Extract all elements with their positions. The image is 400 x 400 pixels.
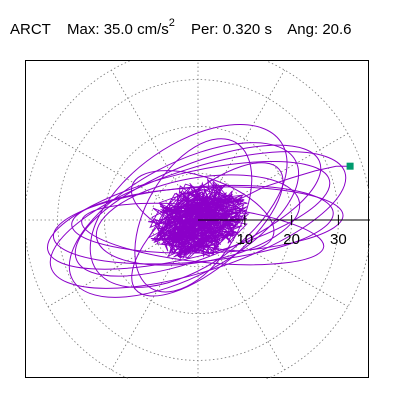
radial-tick-label: 30: [330, 231, 347, 248]
max-unit: cm/s: [137, 21, 169, 38]
orbit-loop: [74, 144, 322, 277]
orbit-trace: [47, 124, 351, 298]
station-code: ARCT: [10, 21, 51, 38]
orbit-loop: [95, 174, 301, 266]
orbit-loop: [130, 170, 275, 252]
radial-tick-label: 10: [236, 231, 253, 248]
orbit-loop: [47, 160, 331, 270]
grid-spoke: [197, 69, 285, 221]
max-unit-exponent: 2: [168, 17, 175, 29]
orbit-loop: [49, 151, 347, 289]
ang-value: 20.6: [322, 21, 352, 38]
radial-axis: 10 20 30: [198, 215, 370, 248]
max-value: 35.0: [103, 21, 133, 38]
end-point-marker: [346, 162, 354, 170]
max-label: Max:: [67, 21, 100, 38]
per-value: 0.320 s: [222, 21, 272, 38]
ang-label: Ang:: [287, 21, 319, 38]
orbit-loop: [89, 124, 288, 288]
orbit-tail: [195, 165, 351, 219]
radial-tick-label: 20: [283, 231, 300, 248]
orbit-core-scribble: [147, 177, 250, 260]
plot-frame: 10 20 30: [25, 60, 370, 379]
polar-orbit-chart: 10 20 30: [26, 61, 370, 379]
header: ARCT Max: 35.0 cm/s2 Per: 0.320 s Ang: 2…: [10, 17, 352, 38]
per-label: Per:: [191, 21, 219, 38]
orbit-loop: [134, 138, 253, 293]
end-marker-group: [346, 162, 354, 170]
